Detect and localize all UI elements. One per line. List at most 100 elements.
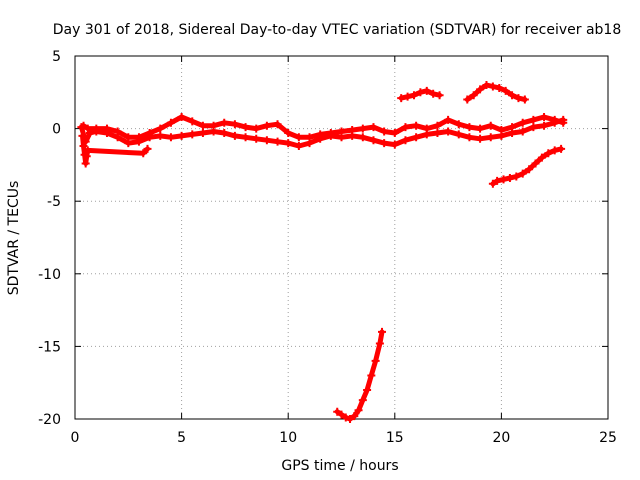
data-point <box>454 120 463 129</box>
data-points <box>77 81 568 423</box>
data-point <box>273 137 282 146</box>
data-point <box>337 127 346 136</box>
data-point <box>220 118 229 127</box>
data-point <box>113 127 122 136</box>
data-point <box>518 127 527 136</box>
data-point <box>83 146 92 155</box>
data-point <box>230 120 239 129</box>
data-point <box>284 128 293 137</box>
data-point <box>514 94 523 103</box>
data-point <box>262 136 271 145</box>
series-early-dip <box>78 131 152 168</box>
data-point <box>435 91 444 100</box>
data-point <box>369 123 378 132</box>
data-point <box>505 173 514 182</box>
data-point <box>82 152 91 161</box>
data-point <box>354 406 363 415</box>
data-point <box>358 133 367 142</box>
data-point <box>375 339 384 348</box>
data-point <box>102 124 111 133</box>
data-point <box>220 128 229 137</box>
y-tick-label: 5 <box>52 49 61 65</box>
data-point <box>497 126 506 135</box>
data-point <box>531 159 540 168</box>
data-point <box>422 124 431 133</box>
x-tick-label: 0 <box>71 430 80 446</box>
data-point <box>401 136 410 145</box>
data-point <box>380 127 389 136</box>
data-point <box>326 128 335 137</box>
data-point <box>537 153 546 162</box>
series-plunge-13 <box>333 327 387 423</box>
data-point <box>166 118 175 127</box>
series-low-arc-20 <box>488 144 566 188</box>
data-point <box>463 95 472 104</box>
data-point <box>198 121 207 130</box>
data-point <box>403 92 412 101</box>
data-point <box>166 133 175 142</box>
data-point <box>482 81 491 90</box>
tick-labels: 0 5 10 15 20 25 -20 -15 -10 -5 0 5 <box>38 49 617 446</box>
data-point <box>346 415 355 423</box>
data-point <box>81 159 90 168</box>
data-point <box>454 130 463 139</box>
data-point <box>378 327 387 336</box>
data-point <box>143 144 152 153</box>
data-point <box>241 123 250 132</box>
data-point <box>416 88 425 97</box>
data-point <box>188 117 197 126</box>
data-point <box>156 124 165 133</box>
data-point <box>486 121 495 130</box>
series-high-arc-19 <box>463 81 529 104</box>
data-point <box>493 176 502 185</box>
data-point <box>501 86 510 95</box>
data-point <box>177 131 186 140</box>
data-point <box>495 83 504 92</box>
data-point <box>252 134 261 143</box>
data-point <box>520 95 529 104</box>
data-point <box>273 120 282 129</box>
data-point <box>518 118 527 127</box>
data-point <box>124 133 133 142</box>
data-point <box>529 115 538 124</box>
data-point <box>401 123 410 132</box>
data-point <box>540 112 549 121</box>
data-point <box>262 121 271 130</box>
data-point <box>78 131 87 140</box>
data-point <box>390 128 399 137</box>
y-tick-label: -20 <box>38 412 61 428</box>
data-point <box>83 124 92 133</box>
data-point <box>397 94 406 103</box>
data-point <box>444 115 453 124</box>
data-point <box>371 356 380 365</box>
data-point <box>177 112 186 121</box>
y-tick-label: -5 <box>47 194 61 210</box>
data-point <box>476 85 485 94</box>
data-point <box>350 412 359 421</box>
series-main-band-upper <box>79 112 568 142</box>
data-point <box>469 91 478 100</box>
data-point <box>529 123 538 132</box>
data-point <box>544 149 553 158</box>
data-point <box>488 179 497 188</box>
data-point <box>145 128 154 137</box>
chart-title: Day 301 of 2018, Sidereal Day-to-day VTE… <box>53 22 622 38</box>
data-point <box>550 146 559 155</box>
data-point <box>358 396 367 405</box>
data-point <box>139 149 148 158</box>
axis-ticks <box>74 55 609 420</box>
data-point <box>134 133 143 142</box>
data-point <box>369 136 378 145</box>
x-tick-label: 25 <box>599 430 617 446</box>
data-point <box>499 175 508 184</box>
data-point <box>79 142 88 151</box>
data-point <box>508 123 517 132</box>
data-point <box>294 133 303 142</box>
x-tick-label: 10 <box>279 430 297 446</box>
y-tick-label: 0 <box>52 122 61 138</box>
data-point <box>525 165 534 174</box>
data-point <box>412 121 421 130</box>
data-point <box>358 124 367 133</box>
data-point <box>486 133 495 142</box>
